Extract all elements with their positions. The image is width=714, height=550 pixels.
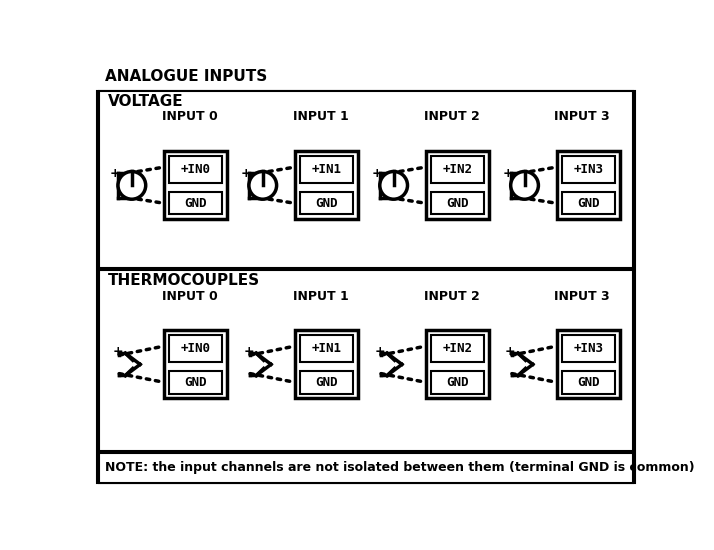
- Text: INPUT 3: INPUT 3: [555, 111, 610, 123]
- Text: NOTE: the input channels are not isolated between them (terminal GND is common): NOTE: the input channels are not isolate…: [105, 461, 695, 475]
- Bar: [562, 192, 615, 214]
- Text: GND: GND: [577, 197, 600, 210]
- Text: GND: GND: [316, 376, 338, 389]
- Text: +: +: [371, 167, 382, 179]
- Bar: [300, 192, 353, 214]
- Text: INPUT 0: INPUT 0: [161, 290, 218, 303]
- Bar: [431, 336, 484, 362]
- Bar: [431, 192, 484, 214]
- Bar: [426, 151, 489, 219]
- Text: GND: GND: [446, 376, 469, 389]
- Text: +: +: [109, 167, 120, 179]
- Text: THERMOCOUPLES: THERMOCOUPLES: [108, 273, 260, 288]
- Bar: [169, 192, 222, 214]
- Text: +IN1: +IN1: [311, 163, 342, 176]
- Text: ANALOGUE INPUTS: ANALOGUE INPUTS: [105, 69, 267, 84]
- Bar: [431, 371, 484, 393]
- Text: +: +: [502, 167, 513, 179]
- Bar: [169, 336, 222, 362]
- Text: +IN2: +IN2: [443, 163, 473, 176]
- Bar: [169, 156, 222, 183]
- Text: INPUT 3: INPUT 3: [555, 290, 610, 303]
- Bar: [169, 371, 222, 393]
- Text: GND: GND: [577, 376, 600, 389]
- Bar: [562, 371, 615, 393]
- Bar: [431, 156, 484, 183]
- Text: +IN1: +IN1: [311, 342, 342, 355]
- Bar: [164, 331, 227, 398]
- Bar: [562, 336, 615, 362]
- Bar: [295, 151, 358, 219]
- Bar: [300, 156, 353, 183]
- Text: GND: GND: [316, 197, 338, 210]
- Bar: [99, 270, 633, 451]
- Text: +: +: [505, 345, 516, 358]
- Text: +IN0: +IN0: [181, 163, 211, 176]
- Circle shape: [380, 172, 408, 199]
- Text: INPUT 2: INPUT 2: [423, 290, 479, 303]
- Text: +IN3: +IN3: [573, 342, 603, 355]
- Text: INPUT 0: INPUT 0: [161, 111, 218, 123]
- Bar: [99, 91, 633, 268]
- Bar: [557, 331, 620, 398]
- Bar: [426, 331, 489, 398]
- Bar: [300, 371, 353, 393]
- Bar: [562, 156, 615, 183]
- Text: GND: GND: [184, 376, 207, 389]
- Circle shape: [511, 172, 538, 199]
- Text: +: +: [241, 167, 251, 179]
- Text: +: +: [112, 345, 123, 358]
- Circle shape: [249, 172, 276, 199]
- Bar: [300, 336, 353, 362]
- Text: +IN3: +IN3: [573, 163, 603, 176]
- Text: +: +: [374, 345, 385, 358]
- Text: INPUT 1: INPUT 1: [293, 290, 348, 303]
- Bar: [164, 151, 227, 219]
- Text: INPUT 1: INPUT 1: [293, 111, 348, 123]
- Bar: [295, 331, 358, 398]
- Bar: [557, 151, 620, 219]
- Text: +IN0: +IN0: [181, 342, 211, 355]
- Text: GND: GND: [446, 197, 469, 210]
- Text: +IN2: +IN2: [443, 342, 473, 355]
- Text: VOLTAGE: VOLTAGE: [108, 94, 183, 109]
- Circle shape: [118, 172, 146, 199]
- Text: GND: GND: [184, 197, 207, 210]
- Bar: [99, 453, 633, 483]
- Text: +: +: [243, 345, 254, 358]
- Text: INPUT 2: INPUT 2: [423, 111, 479, 123]
